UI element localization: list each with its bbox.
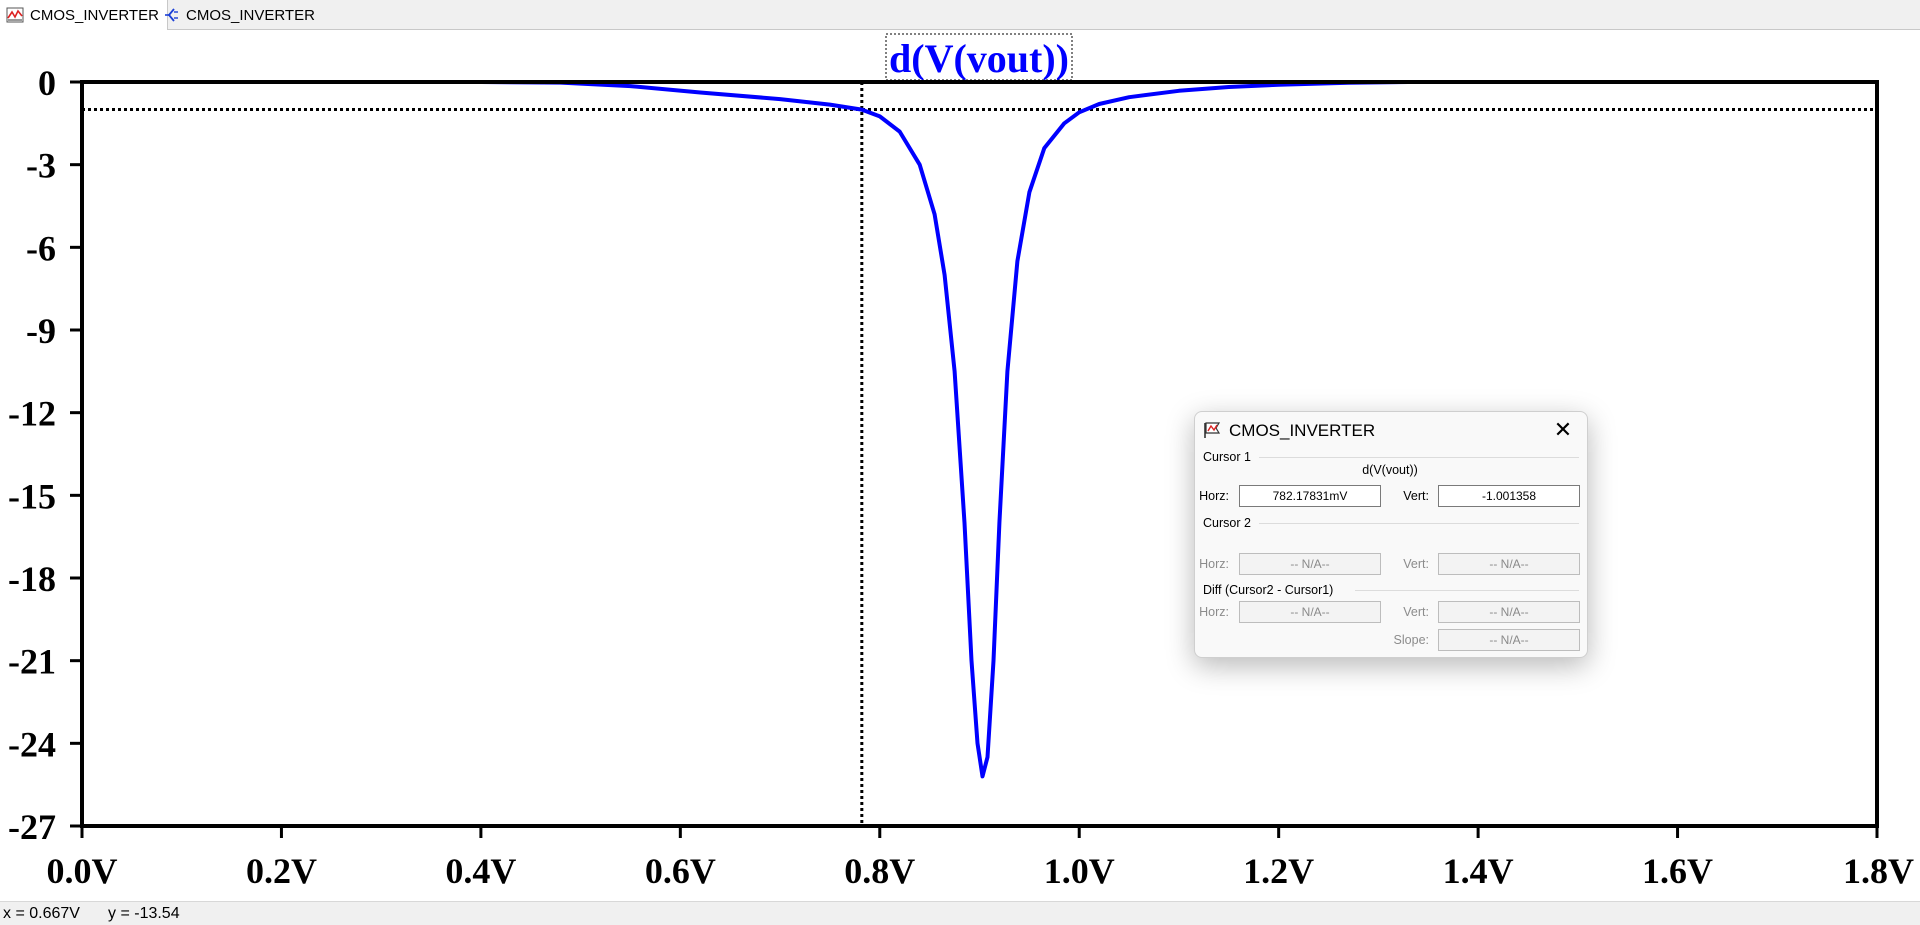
cursor1-horz-label: Horz: — [1199, 489, 1229, 503]
cursor2-group-label: Cursor 2 — [1203, 516, 1251, 530]
y-tick-label: -9 — [26, 311, 56, 351]
status-y-readout: y = -13.54 — [108, 905, 180, 922]
diff-slope-label: Slope: — [1393, 633, 1429, 647]
y-tick-label: -3 — [26, 146, 56, 186]
cursor2-vert-field: -- N/A-- — [1438, 553, 1580, 575]
y-tick-label: -6 — [26, 228, 56, 268]
cursor2-horz-label: Horz: — [1199, 557, 1229, 571]
waveform-icon — [6, 7, 24, 23]
cursor1-horz-field[interactable]: 782.17831mV — [1239, 485, 1381, 507]
x-tick-label: 0.8V — [844, 851, 915, 891]
tab-label: CMOS_INVERTER — [186, 6, 315, 24]
cursor1-group-label: Cursor 1 — [1203, 450, 1251, 464]
diff-horz-field: -- N/A-- — [1239, 601, 1381, 623]
divider — [1259, 457, 1579, 458]
y-tick-label: -21 — [8, 642, 56, 682]
y-tick-label: -15 — [8, 476, 56, 516]
close-icon[interactable]: ✕ — [1553, 417, 1573, 442]
tab-label: CMOS_INVERTER — [30, 6, 159, 24]
cursor2-vert-label: Vert: — [1403, 557, 1429, 571]
dialog-title: CMOS_INVERTER — [1229, 421, 1376, 440]
trace-title[interactable]: d(V(vout)) — [885, 33, 1073, 81]
y-tick-label: -18 — [8, 559, 56, 599]
divider — [1259, 523, 1579, 524]
dialog-titlebar[interactable]: CMOS_INVERTER ✕ — [1195, 412, 1585, 448]
cursor-dialog[interactable]: CMOS_INVERTER ✕ Cursor 1 d(V(vout)) Horz… — [1194, 411, 1588, 658]
plot-frame — [80, 80, 1879, 828]
x-tick-label: 1.4V — [1443, 851, 1514, 891]
diff-vert-field: -- N/A-- — [1438, 601, 1580, 623]
diff-slope-field: -- N/A-- — [1438, 629, 1580, 651]
trace-title-label: d(V(vout)) — [889, 36, 1069, 81]
y-tick-labels: 0 -3 -6 -9 -12 -15 -18 -21 -24 -27 — [8, 63, 56, 847]
y-tick-label: -24 — [8, 724, 56, 764]
plot-area[interactable]: d(V(vout)) 0 -3 -6 -9 -12 -15 -18 -21 -24 -27 0.0… — [0, 30, 1920, 900]
cursor1-vert-field[interactable]: -1.001358 — [1438, 485, 1580, 507]
axis-ticks — [70, 80, 1879, 838]
cursor2-horz-field: -- N/A-- — [1239, 553, 1381, 575]
schematic-icon — [165, 8, 178, 22]
y-tick-label: -12 — [8, 394, 56, 434]
x-tick-label: 0.2V — [246, 851, 317, 891]
y-tick-label: 0 — [38, 63, 56, 103]
x-tick-label: 1.0V — [1044, 851, 1115, 891]
cursor1-trace-name: d(V(vout)) — [1362, 463, 1418, 477]
x-tick-labels: 0.0V 0.2V 0.4V 0.6V 0.8V 1.0V 1.2V 1.4V 1.6V 1.8V — [47, 851, 1915, 891]
tab-bar: CMOS_INVERTER CMOS_INVERTER — [0, 0, 1920, 30]
diff-vert-label: Vert: — [1403, 605, 1429, 619]
x-tick-label: 0.6V — [645, 851, 716, 891]
x-tick-label: 1.6V — [1642, 851, 1713, 891]
status-x-readout: x = 0.667V — [3, 905, 80, 922]
trace-d-vout[interactable] — [82, 80, 1877, 779]
diff-group-label: Diff (Cursor2 - Cursor1) — [1203, 583, 1334, 597]
x-tick-label: 0.0V — [47, 851, 118, 891]
status-bar: x = 0.667V y = -13.54 — [0, 901, 1920, 925]
y-tick-label: -27 — [8, 807, 56, 847]
x-tick-label: 1.8V — [1843, 851, 1914, 891]
x-tick-label: 0.4V — [445, 851, 516, 891]
diff-horz-label: Horz: — [1199, 605, 1229, 619]
x-tick-label: 1.2V — [1243, 851, 1314, 891]
divider — [1355, 590, 1579, 591]
cursor-flag-icon — [1204, 422, 1221, 438]
cursor1-vert-label: Vert: — [1403, 489, 1429, 503]
tab-schematic[interactable]: CMOS_INVERTER — [158, 0, 323, 30]
tab-waveform[interactable]: CMOS_INVERTER — [0, 0, 168, 30]
